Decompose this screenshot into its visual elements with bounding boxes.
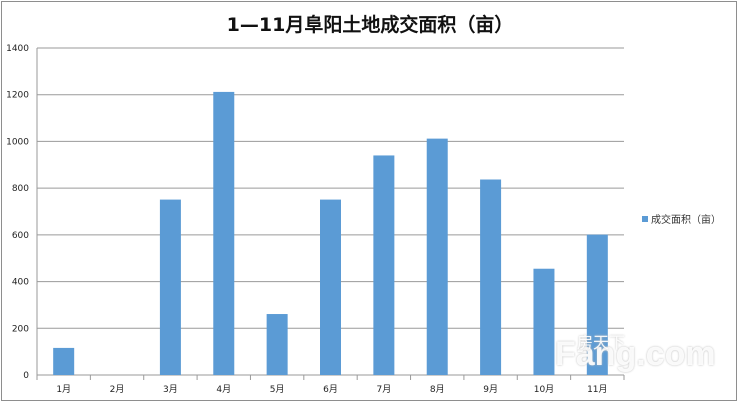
y-tick-label: 600 [12,231,29,241]
x-tick-label: 7月 [376,384,391,395]
bar-5月 [266,314,288,375]
y-tick-label: 1200 [6,91,29,101]
y-tick-label: 0 [23,371,29,381]
bar-1月 [53,347,75,375]
bar-4月 [213,91,235,375]
y-tick-label: 200 [12,324,29,334]
x-tick-label: 10月 [534,384,554,395]
x-tick-label: 3月 [163,384,178,395]
x-tick-label: 2月 [110,384,125,395]
bar-9月 [480,179,502,375]
y-tick-label: 1000 [6,137,29,147]
x-tick-label: 9月 [483,384,498,395]
x-tick-label: 5月 [270,384,285,395]
chart-title: 1—11月阜阳土地成交面积（亩） [226,14,514,36]
legend-swatch [642,215,648,222]
bar-10月 [533,268,555,375]
y-tick-label: 400 [12,278,29,288]
bar-6月 [320,199,341,375]
y-tick-label: 800 [12,184,29,194]
bar-8月 [426,138,448,375]
x-tick-label: 11月 [587,384,607,395]
y-tick-label: 1400 [6,44,29,54]
watermark-logo: 房天下 Fang.com [555,335,716,373]
x-tick-label: 6月 [323,384,338,395]
x-tick-label: 8月 [430,384,445,395]
bar-11月 [586,234,608,375]
bar-7月 [373,155,395,375]
legend-label: 成交面积（亩） [651,215,721,226]
bar-3月 [159,199,181,375]
x-tick-label: 1月 [56,384,71,395]
legend: 成交面积（亩） [642,211,721,226]
x-tick-label: 4月 [216,384,231,395]
